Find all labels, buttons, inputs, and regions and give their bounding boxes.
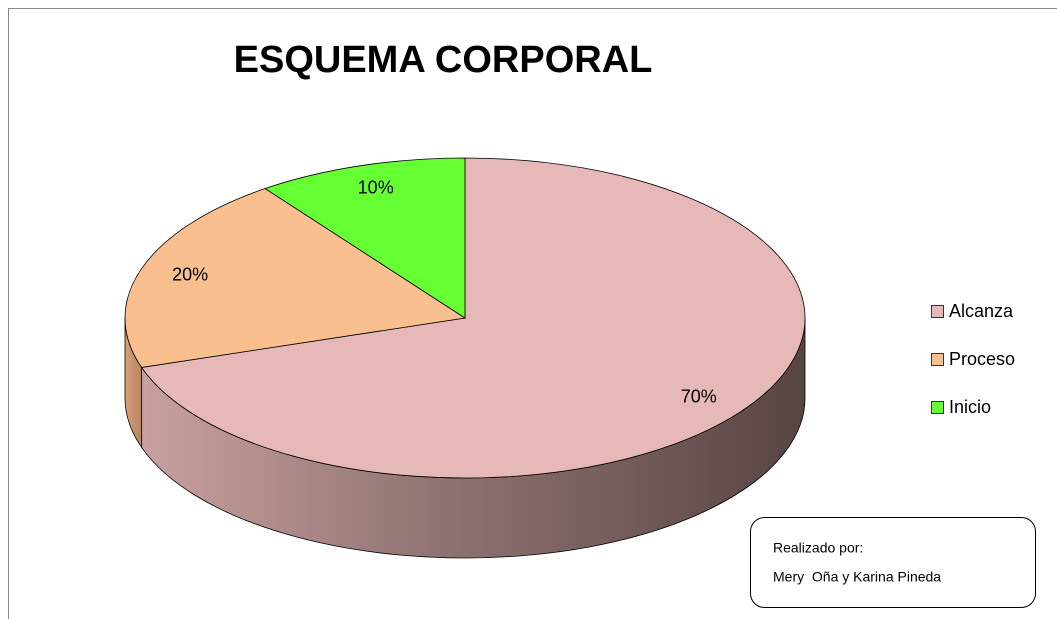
- data-label: 20%: [172, 265, 208, 285]
- legend-label: Inicio: [949, 397, 991, 417]
- annotation-box: [750, 517, 1036, 608]
- legend-swatch: [931, 305, 944, 318]
- annotation: Mery Oña y Karina Pineda: [773, 569, 941, 585]
- legend-label: Alcanza: [949, 301, 1014, 321]
- data-label: 10%: [358, 177, 394, 197]
- legend-label: Proceso: [949, 349, 1015, 369]
- legend-swatch: [931, 353, 944, 366]
- data-label: 70%: [681, 387, 717, 407]
- legend-swatch: [931, 401, 944, 414]
- slice: [264, 157, 466, 319]
- slice: [140, 157, 806, 479]
- slice: [124, 188, 467, 368]
- annotation: Realizado por:: [773, 540, 863, 556]
- chart-title: ESQUEMA CORPORAL: [234, 39, 653, 81]
